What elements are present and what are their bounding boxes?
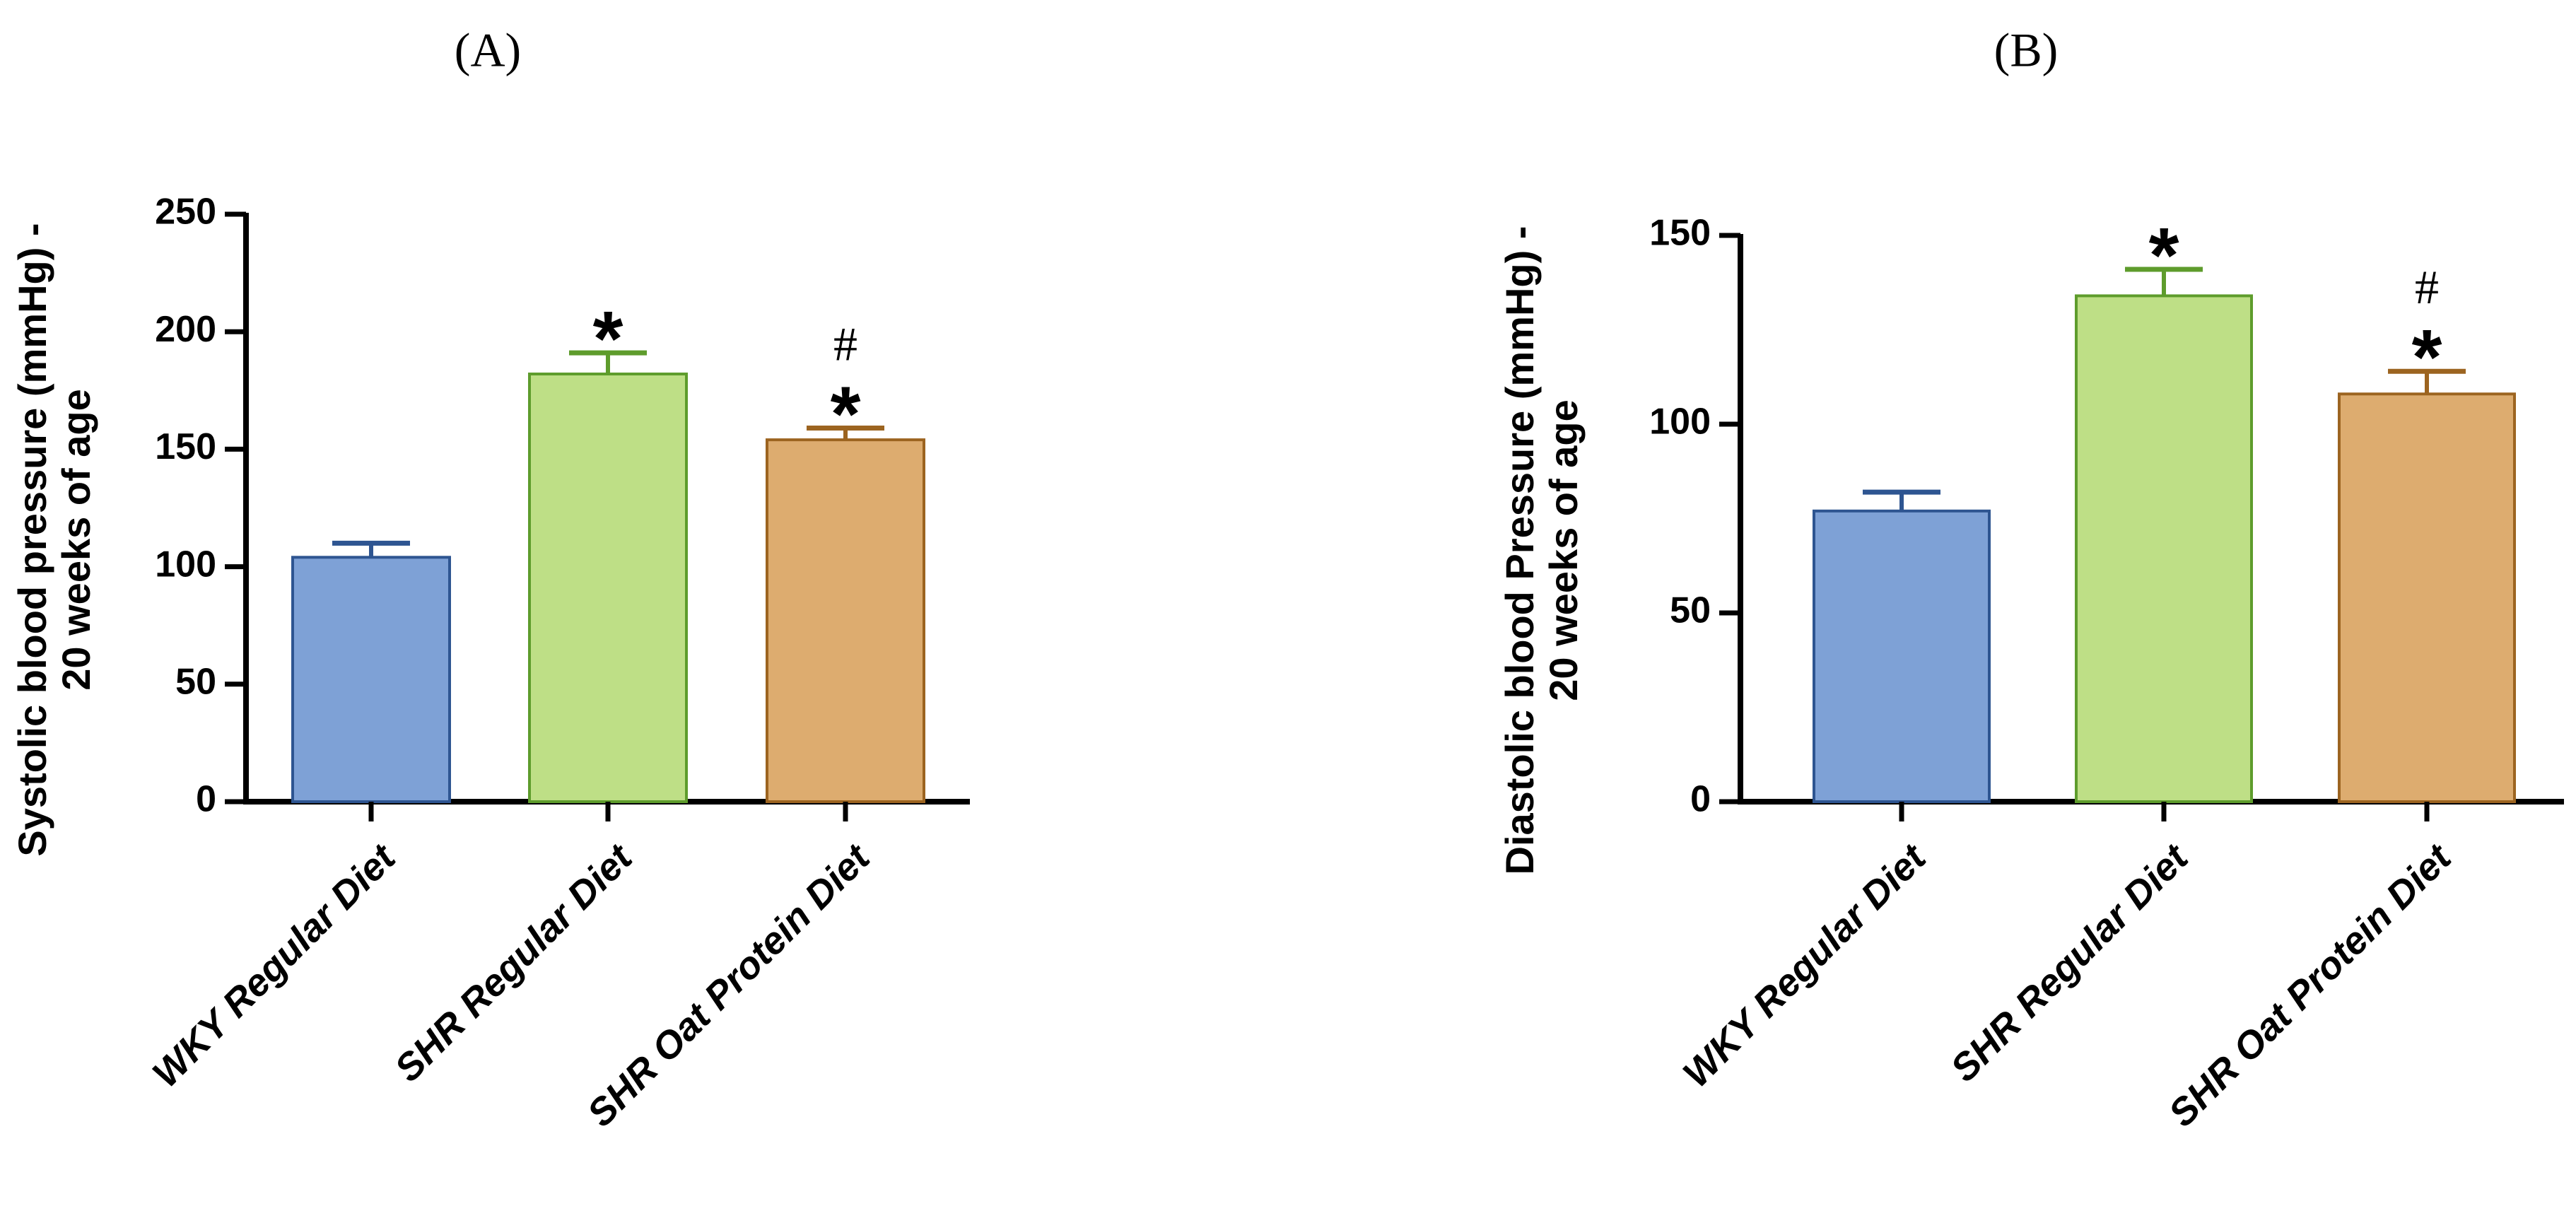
y-tick-label: 0	[1690, 779, 1711, 820]
y-axis-title-line: 20 weeks of age	[1541, 399, 1586, 701]
chart-panel-a: (A) Systolic blood pressure (mmHg) -20 we…	[10, 23, 970, 1135]
y-axis-title-line: 20 weeks of age	[54, 389, 98, 690]
x-category-label: SHR Regular Diet	[1943, 836, 2197, 1090]
significance-hash: #	[2415, 260, 2439, 314]
significance-asterisk: *	[2412, 314, 2442, 401]
bar	[2338, 392, 2516, 803]
bar	[2075, 294, 2253, 803]
significance-hash: #	[833, 317, 857, 370]
y-axis-title-line: Diastolic blood Pressure (mmHg) -	[1497, 226, 1542, 875]
bar	[1813, 509, 1991, 803]
x-category-label: SHR Oat Protein Diet	[2160, 836, 2460, 1135]
y-tick-label: 150	[155, 426, 216, 467]
y-axis-title-line: Systolic blood pressure (mmHg) -	[10, 223, 54, 856]
x-category-label: WKY Regular Diet	[1675, 836, 1935, 1096]
y-tick-label: 250	[155, 192, 216, 233]
bar	[766, 438, 925, 803]
bar	[528, 373, 688, 803]
x-category-label: WKY Regular Diet	[144, 836, 404, 1096]
bar	[291, 556, 451, 804]
significance-asterisk: *	[2149, 212, 2179, 299]
y-tick-label: 50	[175, 662, 216, 703]
y-tick-label: 100	[155, 544, 216, 585]
y-tick-label: 150	[1649, 213, 1711, 254]
y-tick-label: 200	[155, 309, 216, 350]
y-tick-label: 50	[1670, 590, 1711, 631]
panel-label: (A)	[455, 23, 521, 77]
chart-panel-b: (B) Diastolic blood Pressure (mmHg) -20 w…	[1497, 23, 2564, 1135]
significance-asterisk: *	[831, 370, 861, 457]
panel-label: (B)	[1994, 23, 2059, 77]
significance-asterisk: *	[593, 296, 623, 382]
y-tick-label: 0	[196, 779, 216, 820]
y-tick-label: 100	[1649, 402, 1711, 443]
x-category-label: SHR Regular Diet	[387, 836, 641, 1090]
